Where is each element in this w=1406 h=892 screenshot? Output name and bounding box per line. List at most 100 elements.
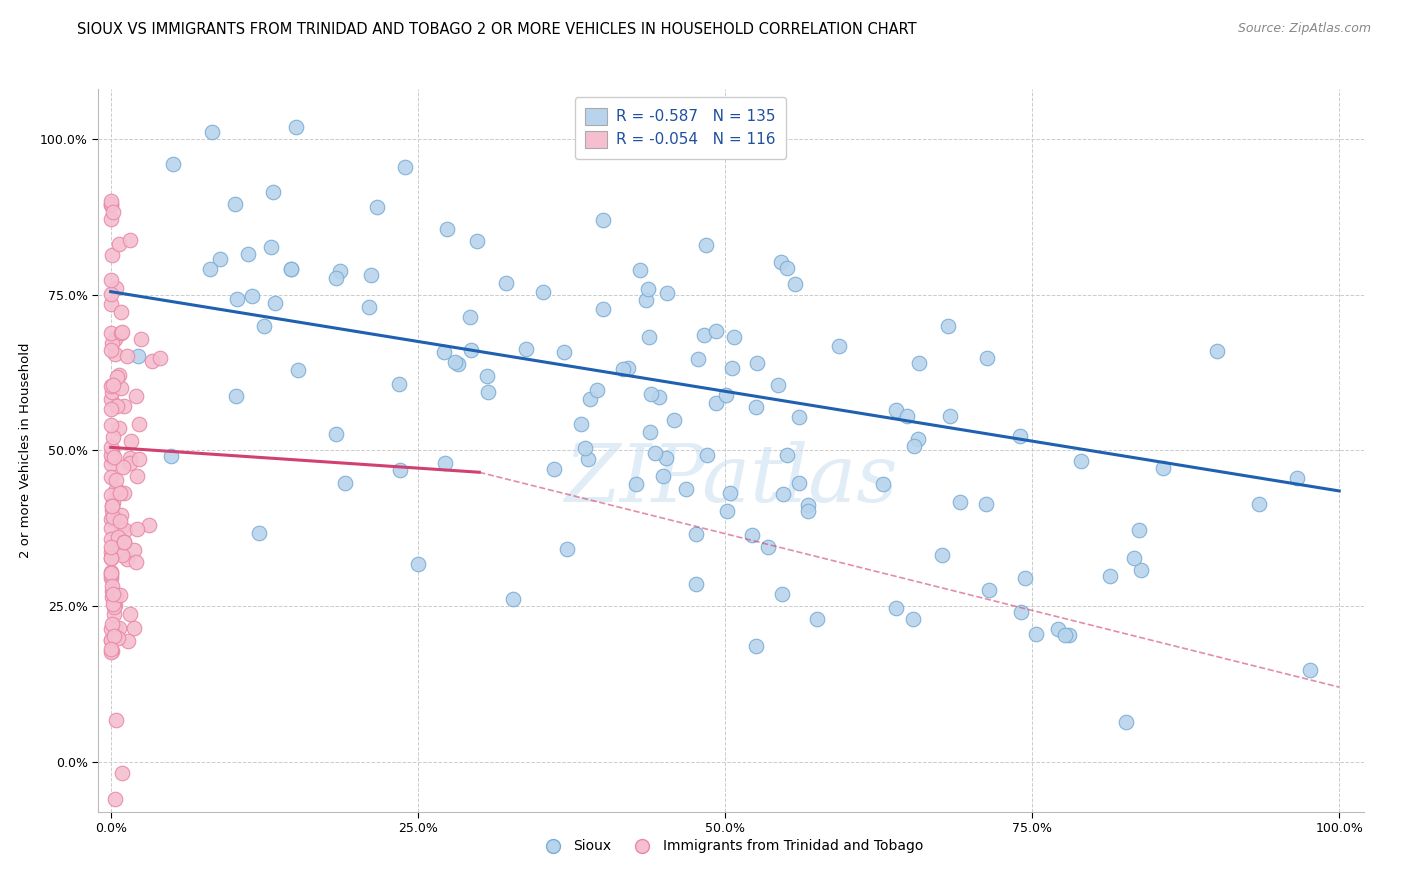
Point	[828, 339, 851, 353]
Point	[936, 319, 959, 334]
Point	[104, 347, 127, 361]
Point	[903, 439, 925, 453]
Point	[100, 645, 122, 659]
Point	[226, 292, 249, 306]
Point	[1070, 454, 1092, 468]
Point	[100, 512, 122, 526]
Point	[772, 487, 794, 501]
Point	[105, 714, 128, 728]
Point	[976, 351, 998, 365]
Point	[118, 233, 141, 247]
Point	[120, 434, 142, 448]
Point	[125, 556, 148, 570]
Point	[655, 450, 678, 465]
Point	[103, 587, 125, 601]
Point	[723, 330, 745, 344]
Point	[107, 621, 129, 635]
Point	[128, 451, 150, 466]
Point	[224, 196, 246, 211]
Point	[1014, 570, 1036, 584]
Point	[127, 349, 149, 363]
Point	[884, 600, 907, 615]
Point	[1115, 715, 1137, 730]
Point	[543, 462, 565, 476]
Point	[769, 255, 792, 269]
Point	[329, 264, 352, 278]
Point	[574, 442, 596, 456]
Point	[443, 355, 465, 369]
Point	[531, 285, 554, 299]
Legend: Sioux, Immigrants from Trinidad and Tobago: Sioux, Immigrants from Trinidad and Toba…	[533, 834, 929, 859]
Point	[125, 469, 148, 483]
Point	[287, 362, 309, 376]
Point	[458, 310, 481, 324]
Point	[721, 360, 744, 375]
Point	[104, 591, 127, 605]
Point	[592, 213, 614, 227]
Point	[745, 400, 768, 414]
Point	[1285, 471, 1308, 485]
Point	[477, 384, 499, 399]
Point	[100, 571, 122, 585]
Point	[100, 566, 122, 580]
Point	[128, 417, 150, 431]
Point	[117, 633, 139, 648]
Point	[592, 301, 614, 316]
Point	[100, 499, 122, 513]
Point	[111, 459, 134, 474]
Point	[886, 402, 908, 417]
Point	[718, 486, 741, 500]
Point	[100, 623, 122, 637]
Point	[100, 568, 122, 582]
Point	[388, 376, 411, 391]
Point	[100, 632, 122, 647]
Point	[103, 598, 125, 612]
Point	[1047, 622, 1070, 636]
Point	[103, 205, 125, 219]
Point	[436, 222, 458, 236]
Point	[446, 357, 468, 371]
Point	[100, 521, 122, 535]
Point	[692, 328, 714, 343]
Point	[745, 355, 768, 369]
Point	[112, 399, 135, 413]
Point	[100, 566, 122, 580]
Point	[797, 498, 820, 512]
Point	[100, 392, 122, 407]
Point	[108, 546, 131, 560]
Point	[675, 483, 697, 497]
Point	[939, 409, 962, 423]
Point	[103, 629, 125, 643]
Point	[644, 446, 666, 460]
Point	[280, 262, 302, 277]
Point	[974, 497, 997, 511]
Point	[104, 792, 127, 806]
Point	[100, 198, 122, 212]
Point	[1010, 605, 1032, 619]
Point	[949, 495, 972, 509]
Point	[110, 381, 132, 395]
Point	[100, 499, 122, 513]
Point	[100, 448, 122, 462]
Point	[685, 527, 707, 541]
Point	[1008, 429, 1031, 443]
Point	[357, 300, 380, 314]
Point	[138, 517, 160, 532]
Point	[406, 557, 429, 571]
Point	[325, 270, 347, 285]
Point	[638, 330, 661, 344]
Point	[360, 268, 382, 283]
Point	[100, 642, 122, 657]
Point	[1128, 523, 1150, 537]
Point	[695, 238, 717, 252]
Point	[105, 537, 128, 551]
Point	[101, 248, 124, 262]
Point	[103, 607, 125, 621]
Point	[242, 289, 264, 303]
Point	[901, 612, 924, 626]
Point	[201, 125, 224, 139]
Point	[776, 448, 799, 462]
Point	[741, 528, 763, 542]
Point	[495, 276, 517, 290]
Point	[100, 470, 122, 484]
